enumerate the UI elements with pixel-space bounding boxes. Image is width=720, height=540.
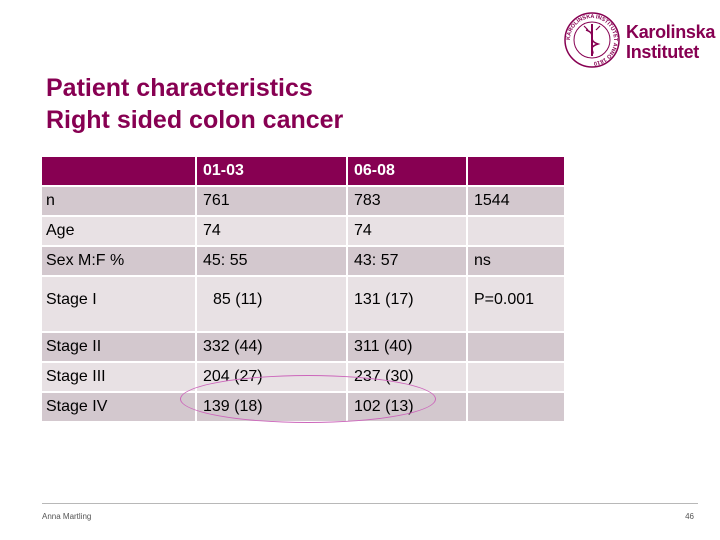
karolinska-logo: KAROLINSKA INSTITUTET ANNO 1810 Karolins… xyxy=(562,10,715,74)
row-label: Age xyxy=(42,217,197,245)
table-cell: 783 xyxy=(348,187,468,215)
header-cell xyxy=(468,157,564,185)
title-line-2: Right sided colon cancer xyxy=(46,106,344,134)
karolinska-seal-icon: KAROLINSKA INSTITUTET ANNO 1810 xyxy=(564,12,620,68)
table-cell: 74 xyxy=(348,217,468,245)
table-cell xyxy=(468,333,564,361)
table-cell: 1544 xyxy=(468,187,564,215)
logo-line-1: Karolinska xyxy=(626,22,716,42)
table-row: Stage II 332 (44) 311 (40) xyxy=(42,333,564,363)
row-label: Stage II xyxy=(42,333,197,361)
header-cell xyxy=(42,157,197,185)
table-cell: 43: 57 xyxy=(348,247,468,275)
footer-author: Anna Martling xyxy=(42,512,92,521)
table-row: Age 74 74 xyxy=(42,217,564,247)
table-header-row: 01-03 06-08 xyxy=(42,157,564,187)
table-cell xyxy=(468,393,564,421)
table-cell: 131 (17) xyxy=(348,277,468,331)
row-label: Stage III xyxy=(42,363,197,391)
table-row: Stage I 85 (11) 131 (17) P=0.001 xyxy=(42,277,564,333)
row-label: n xyxy=(42,187,197,215)
table-cell: 761 xyxy=(197,187,348,215)
slide-title: Patient characteristics Right sided colo… xyxy=(46,72,343,136)
header-cell-period-2: 06-08 xyxy=(348,157,468,185)
table-cell xyxy=(468,363,564,391)
table-row: Sex M:F % 45: 55 43: 57 ns xyxy=(42,247,564,277)
table-cell: 332 (44) xyxy=(197,333,348,361)
footer-divider xyxy=(42,503,698,504)
table-cell: P=0.001 xyxy=(468,277,564,331)
logo-line-2: Institutet xyxy=(626,42,699,62)
table-cell: ns xyxy=(468,247,564,275)
table-cell: 45: 55 xyxy=(197,247,348,275)
table-cell xyxy=(468,217,564,245)
table-cell: 74 xyxy=(197,217,348,245)
title-line-1: Patient characteristics xyxy=(46,74,313,102)
table-row: n 761 783 1544 xyxy=(42,187,564,217)
table-cell: 85 (11) xyxy=(197,277,348,331)
row-label: Stage IV xyxy=(42,393,197,421)
highlight-ellipse xyxy=(180,375,436,423)
row-label: Stage I xyxy=(42,277,197,331)
header-cell-period-1: 01-03 xyxy=(197,157,348,185)
row-label: Sex M:F % xyxy=(42,247,197,275)
logo-wordmark: Karolinska Institutet xyxy=(626,22,715,62)
page-number: 46 xyxy=(685,512,694,521)
table-cell: 311 (40) xyxy=(348,333,468,361)
